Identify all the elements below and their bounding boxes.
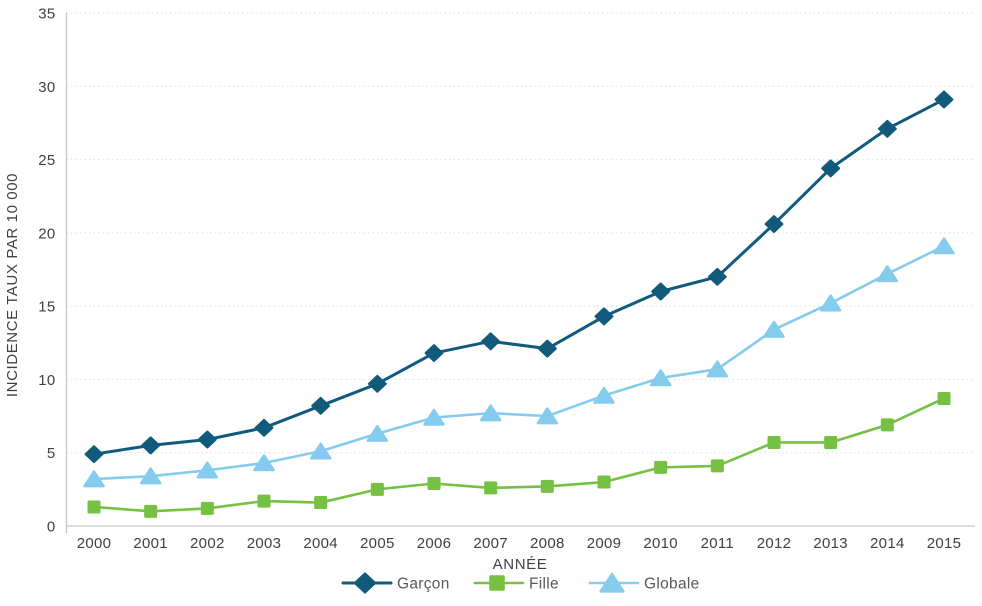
marker-fille-2007 (484, 481, 498, 495)
x-tick-label-2008: 2008 (530, 535, 565, 552)
marker-globale-2009 (593, 386, 615, 404)
marker-garcon-2006 (424, 344, 444, 363)
marker-garcon-2008 (537, 339, 557, 358)
y-tick-label-10: 10 (38, 372, 55, 389)
y-axis-title: INCIDENCE TAUX PAR 10 000 (4, 173, 21, 397)
marker-garcon-2007 (481, 332, 501, 351)
marker-garcon-2015 (934, 90, 954, 109)
x-tick-label-2004: 2004 (303, 535, 338, 552)
marker-globale-2004 (309, 442, 332, 460)
marker-globale-2002 (196, 461, 219, 479)
x-tick-label-2006: 2006 (417, 535, 452, 552)
gridlines-group (66, 12, 975, 454)
marker-garcon-2009 (594, 307, 614, 326)
series-line-globale (92, 244, 946, 481)
x-axis-tick-labels: 2000 2001 2002 2003 2004 2005 2006 2007 2008 2009… (77, 535, 962, 552)
y-tick-label-25: 25 (38, 152, 55, 169)
x-tick-label-2011: 2011 (701, 535, 734, 552)
series-fille (87, 391, 951, 518)
marker-garcon-2005 (367, 374, 387, 393)
marker-fille-2005 (370, 482, 384, 496)
legend-item-garcon: Garçon (341, 572, 450, 594)
marker-globale-2007 (479, 404, 502, 422)
marker-garcon-2012 (764, 215, 784, 234)
marker-fille-2001 (144, 504, 158, 518)
x-tick-label-2014: 2014 (870, 535, 905, 552)
y-tick-label-20: 20 (38, 225, 55, 242)
marker-fille-2011 (710, 459, 724, 473)
marker-globale-2014 (876, 265, 899, 283)
series-line-fille (92, 397, 946, 513)
legend-marker-garcon-icon (353, 572, 377, 594)
x-tick-label-2010: 2010 (643, 535, 678, 552)
marker-globale-2003 (253, 454, 275, 472)
marker-globale-2010 (649, 369, 672, 387)
x-axis-title: ANNÉE (493, 556, 548, 573)
marker-fille-2002 (200, 501, 214, 515)
x-tick-label-2013: 2013 (813, 535, 848, 552)
marker-garcon-2004 (311, 396, 331, 415)
legend-marker-fille-icon (489, 575, 505, 591)
marker-fille-2009 (597, 475, 611, 489)
series-group (83, 90, 955, 518)
y-tick-label-0: 0 (47, 519, 56, 536)
x-tick-label-2015: 2015 (927, 535, 962, 552)
legend: Garçon Fille Globale (341, 572, 700, 594)
marker-garcon-2014 (877, 119, 897, 138)
x-tick-label-2001: 2001 (133, 535, 168, 552)
legend-marker-globale-icon (599, 572, 625, 593)
marker-fille-2000 (87, 500, 101, 514)
marker-garcon-2000 (84, 445, 104, 464)
series-garcon (84, 90, 954, 464)
x-tick-label-2012: 2012 (757, 535, 792, 552)
y-tick-label-35: 35 (38, 6, 55, 23)
marker-garcon-2013 (821, 159, 841, 178)
marker-garcon-2011 (707, 267, 727, 286)
marker-garcon-2010 (651, 282, 671, 301)
marker-fille-2004 (314, 496, 328, 510)
marker-globale-2008 (536, 407, 559, 425)
marker-garcon-2001 (141, 436, 161, 455)
y-tick-label-30: 30 (38, 79, 55, 96)
marker-globale-2015 (933, 237, 955, 255)
marker-globale-2006 (423, 408, 445, 426)
legend-item-globale: Globale (588, 572, 700, 593)
marker-globale-2001 (139, 467, 162, 485)
series-globale (83, 237, 955, 488)
x-tick-label-2009: 2009 (587, 535, 622, 552)
marker-fille-2014 (880, 418, 894, 432)
marker-fille-2003 (257, 494, 271, 508)
y-tick-label-5: 5 (47, 445, 56, 462)
marker-globale-2005 (366, 424, 389, 442)
marker-fille-2013 (824, 435, 838, 449)
legend-label-globale: Globale (644, 576, 700, 593)
marker-globale-2012 (763, 320, 785, 338)
x-tick-label-2002: 2002 (190, 535, 225, 552)
marker-fille-2008 (540, 479, 554, 493)
marker-globale-2000 (83, 470, 105, 488)
x-tick-label-2003: 2003 (247, 535, 282, 552)
marker-fille-2010 (654, 460, 668, 474)
marker-fille-2012 (767, 435, 781, 449)
x-tick-label-2005: 2005 (360, 535, 395, 552)
y-axis-tick-labels: 0 5 10 15 20 25 30 35 (38, 6, 55, 536)
axes-group (65, 13, 975, 533)
y-tick-label-15: 15 (38, 299, 55, 316)
marker-garcon-2002 (197, 430, 217, 449)
x-tick-label-2000: 2000 (77, 535, 112, 552)
legend-label-fille: Fille (529, 576, 559, 593)
legend-item-fille: Fille (473, 575, 559, 593)
marker-fille-2006 (427, 476, 441, 490)
marker-globale-2013 (819, 294, 842, 312)
marker-garcon-2003 (254, 418, 274, 437)
marker-fille-2015 (937, 391, 951, 405)
series-line-garcon (92, 97, 946, 456)
marker-globale-2011 (706, 360, 729, 378)
x-tick-label-2007: 2007 (473, 535, 508, 552)
legend-label-garcon: Garçon (397, 576, 450, 593)
